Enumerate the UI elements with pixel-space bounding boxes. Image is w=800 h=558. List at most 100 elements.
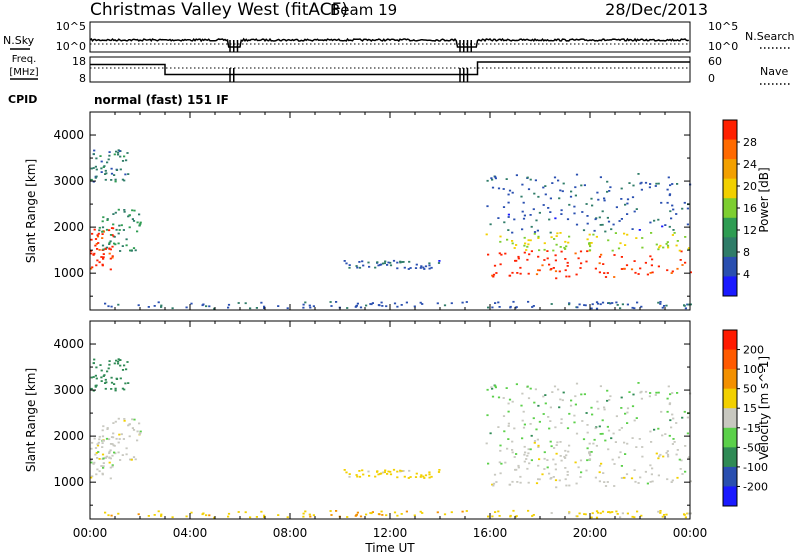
echo-cell <box>533 231 537 233</box>
echo-cell <box>138 224 141 227</box>
echo-cell <box>111 443 114 445</box>
echo-cell <box>586 447 589 450</box>
echo-cell <box>670 426 673 429</box>
echo-cell <box>201 304 204 307</box>
echo-cell <box>552 267 555 269</box>
echo-cell <box>689 271 692 274</box>
echo-cell <box>343 260 346 262</box>
echo-cell <box>683 304 686 307</box>
echo-cell <box>358 475 362 478</box>
freq-line <box>90 61 690 76</box>
echo-cell <box>649 183 652 185</box>
echo-cell <box>556 441 559 444</box>
echo-cell <box>666 269 669 272</box>
echo-cell <box>662 455 665 458</box>
echo-cell <box>617 456 621 459</box>
echo-cell <box>384 469 387 472</box>
echo-cell <box>583 393 586 396</box>
colorbar-tick-label: 24 <box>743 158 757 171</box>
echo-cell <box>499 240 502 243</box>
echo-cell <box>94 176 97 179</box>
echo-cell <box>550 445 553 448</box>
echo-cell <box>125 453 128 456</box>
echo-cell <box>495 272 498 274</box>
echo-cell <box>657 427 660 430</box>
echo-cell <box>534 388 537 391</box>
echo-cell <box>626 442 629 445</box>
echo-cell <box>461 510 464 513</box>
echo-cell <box>635 237 638 239</box>
echo-cell <box>568 275 571 278</box>
echo-cell <box>130 458 133 461</box>
echo-cell <box>613 254 616 256</box>
echo-cell <box>537 235 540 238</box>
echo-cell <box>511 451 514 454</box>
echo-cell <box>309 515 312 518</box>
colorbar-tick-label: 50 <box>743 383 757 396</box>
echo-cell <box>662 246 665 249</box>
echo-cell <box>355 474 358 476</box>
echo-cell <box>277 305 280 307</box>
echo-cell <box>583 304 586 306</box>
echo-cell <box>508 398 512 401</box>
echo-cell <box>329 301 332 303</box>
echo-cell <box>554 259 557 262</box>
echo-cell <box>330 305 333 307</box>
echo-cell <box>558 406 561 409</box>
echo-cell <box>604 439 607 442</box>
echo-cell <box>523 244 526 247</box>
echo-cell <box>519 475 522 478</box>
echo-cell <box>524 451 527 454</box>
echo-cell <box>593 438 596 441</box>
echo-cell <box>499 449 502 452</box>
echo-cell <box>374 475 377 478</box>
echo-cell <box>523 236 526 239</box>
echo-cell <box>108 360 111 362</box>
time-tick-label: 00:00 <box>673 526 708 540</box>
echo-cell <box>559 189 562 192</box>
echo-cell <box>640 397 643 400</box>
echo-cell <box>436 302 439 305</box>
echo-cell <box>547 416 550 418</box>
echo-cell <box>661 434 664 437</box>
echo-cell <box>665 304 668 307</box>
echo-cell <box>554 463 557 466</box>
echo-cell <box>613 276 616 278</box>
echo-cell <box>636 510 639 513</box>
echo-cell <box>92 254 95 256</box>
echo-cell <box>127 382 130 384</box>
echo-cell <box>389 264 393 267</box>
echo-cell <box>512 509 515 512</box>
echo-cell <box>561 399 564 402</box>
echo-cell <box>601 510 605 513</box>
echo-cell <box>419 267 422 269</box>
echo-cell <box>686 207 689 210</box>
echo-cell <box>97 451 100 453</box>
echo-cell <box>514 515 517 518</box>
echo-cell <box>507 193 510 196</box>
echo-cell <box>147 515 150 517</box>
echo-cell <box>546 459 549 461</box>
echo-cell <box>286 516 289 519</box>
echo-cell <box>588 242 591 244</box>
echo-cell <box>511 480 514 483</box>
echo-cell <box>625 473 629 476</box>
echo-cell <box>648 395 651 398</box>
echo-cell <box>499 235 502 238</box>
echo-cell <box>564 269 567 272</box>
echo-cell <box>389 261 392 264</box>
echo-cell <box>620 427 623 429</box>
echo-cell <box>563 246 566 249</box>
echo-cell <box>355 305 358 308</box>
echo-cell <box>110 172 114 175</box>
echo-cell <box>522 217 526 220</box>
echo-cell <box>668 193 672 196</box>
freq-tick-top: 18 <box>72 55 86 68</box>
nave-label: Nave <box>760 65 788 78</box>
echo-cell <box>555 486 558 489</box>
echo-cell <box>666 453 670 456</box>
echo-cell <box>237 511 240 513</box>
echo-cell <box>615 301 618 304</box>
echo-cell <box>121 160 125 162</box>
echo-cell <box>111 465 114 468</box>
